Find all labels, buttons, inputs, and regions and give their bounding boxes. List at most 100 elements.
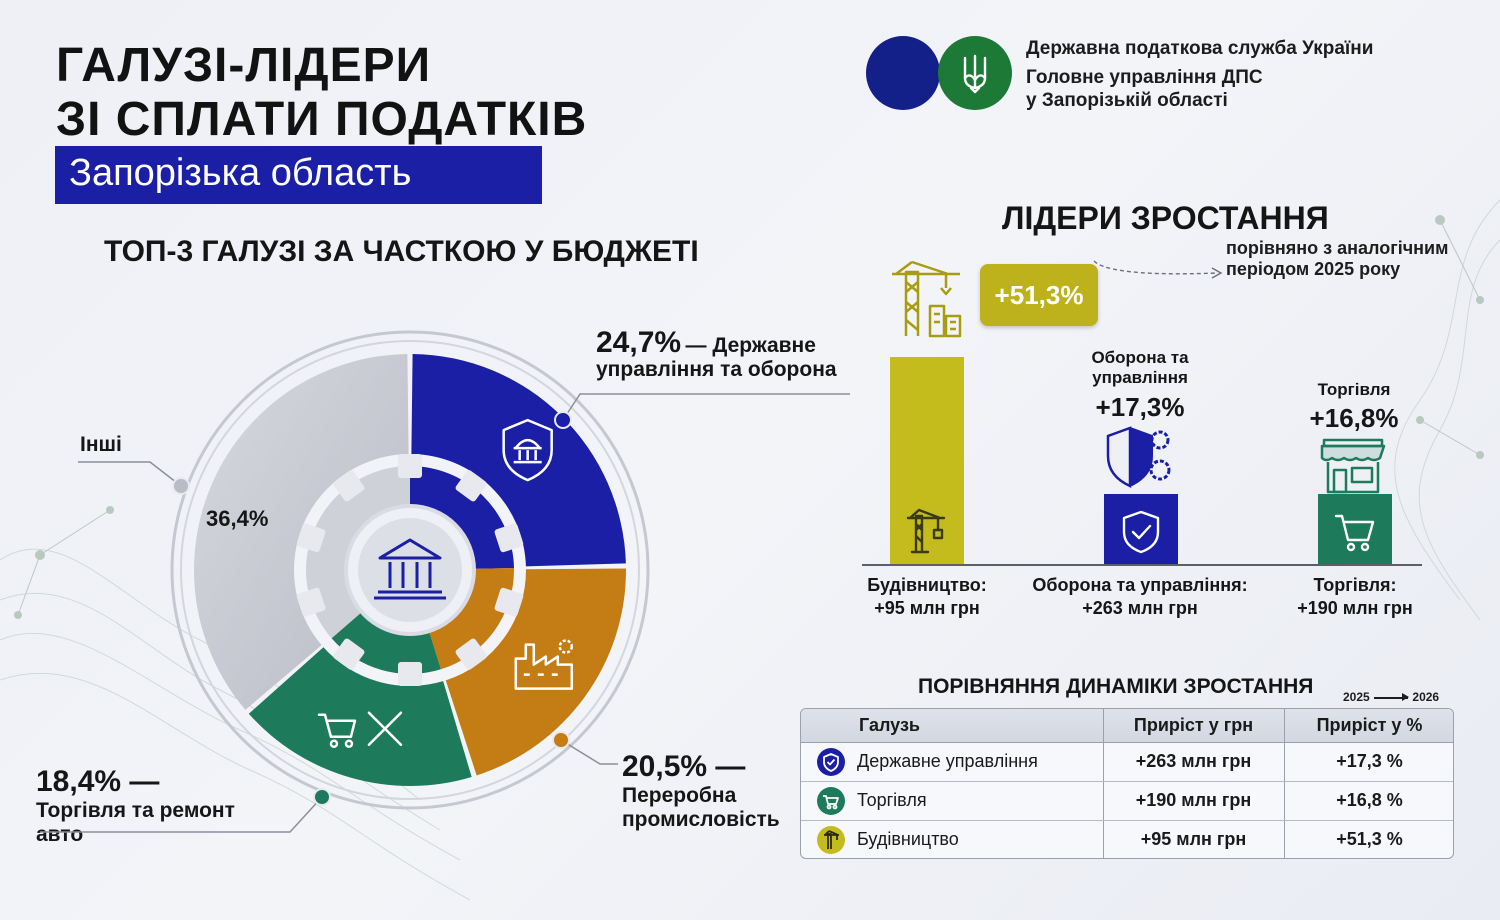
trade-bar-name: Торгівля [1317,380,1391,399]
year-to: 2026 [1412,690,1440,704]
construction-caption: Будівництво: +95 млн грн [852,574,1002,620]
table-year-range: 2025 2026 [1343,690,1439,704]
gear-tooth [398,662,422,686]
table-row: Державне управління +263 млн грн +17,3 % [801,742,1453,781]
logo-green-circle [938,36,1012,110]
trident-icon [963,54,987,94]
defense-bar-name-line1: Оборона та [1091,348,1189,367]
table-divider [1103,709,1104,858]
col-header-industry: Галузь [859,715,920,735]
crane-icon [906,508,946,554]
table-title: ПОРІВНЯННЯ ДИНАМІКИ ЗРОСТАННЯ [918,675,1314,698]
row-growth-grn: +190 млн грн [1135,790,1252,810]
col-header-pct: Приріст у % [1316,715,1423,735]
defense-caption: Оборона та управління: +263 млн грн [1030,574,1250,620]
donut-slice-gov [411,354,626,567]
gear-tooth [296,523,326,553]
gear-tooth [494,587,524,617]
growth-subtitle-line1: порівняно з аналогічним [1226,238,1449,258]
year-arrow [1374,693,1410,702]
trade-caption-line2: +190 млн грн [1297,598,1413,618]
table-divider [1284,709,1285,858]
table-divider [801,742,1453,743]
gear-tooth [296,587,326,617]
construction-growth-badge: +51,3% [980,264,1098,326]
donut-chart [170,330,650,810]
gear-segment-other [306,466,410,639]
table-divider [801,820,1453,821]
trade-share-name-line2: авто [36,823,84,846]
gear-tooth [333,470,365,502]
industry-share-name: Переробна [622,784,737,807]
row-growth-pct: +51,3 % [1336,829,1403,849]
industry-share-label: 20,5% — Переробна промисловість [622,750,780,832]
subtitle-arrow [1093,260,1223,279]
donut-slice-industry [445,568,626,776]
donut-outer-ring [180,340,640,800]
row-growth-pct: +16,8 % [1336,790,1403,810]
defense-growth-value: +17,3% [1095,392,1185,422]
org-region: у Запорізькій області [1026,90,1228,111]
growth-chart-title: ЛІДЕРИ ЗРОСТАННЯ [1002,200,1329,236]
table-row: Будівництво +95 млн грн +51,3 % [801,820,1453,858]
bank-building-icon [374,538,446,600]
col-header-grn: Приріст у грн [1133,715,1254,735]
growth-bar-construction [890,356,964,564]
other-share-name: Інші [80,433,122,456]
gear-tooth [333,638,365,670]
shield-gear-icon [1106,426,1171,488]
construction-caption-line2: +95 млн грн [874,598,980,618]
trade-growth-value: +16,8% [1309,403,1399,433]
shield-check-icon [817,748,845,776]
cart-tools-icon [317,711,403,748]
row-industry-name: Торгівля [857,790,927,810]
growth-comparison-table: Галузь Приріст у грн Приріст у % Державн… [800,708,1454,859]
construction-growth-value: +51,3% [994,280,1084,310]
industry-share-percent: 20,5% — [622,750,746,783]
row-growth-grn: +95 млн грн [1140,829,1247,849]
construction-caption-line1: Будівництво: [867,575,987,595]
trade-caption: Торгівля: +190 млн грн [1280,574,1430,620]
gear-segment-industry [428,568,514,670]
other-share-percent: 36,4% [206,506,269,531]
row-industry-name: Будівництво [857,829,959,849]
cart-icon [817,787,845,815]
row-growth-grn: +263 млн грн [1135,751,1252,771]
growth-chart-subtitle: порівняно з аналогічним періодом 2025 ро… [1226,238,1448,280]
logo-blue-circle [866,36,940,110]
page-title-line1: ГАЛУЗІ-ЛІДЕРИ [56,39,432,92]
defense-caption-line2: +263 млн грн [1082,598,1198,618]
growth-chart-baseline [862,564,1422,566]
shield-check-icon [1122,510,1160,554]
trade-share-percent: 18,4% — [36,765,160,798]
center-disc-inner [358,518,462,622]
region-badge: Запорізька область [55,146,542,204]
growth-bar-defense [1104,494,1178,564]
table-header-row [801,709,1453,742]
gear-tooth [398,454,422,478]
shield-building-icon [502,418,553,482]
gear-tooth [455,638,487,670]
gear-tooth [494,523,524,553]
shop-cart-icon [1334,514,1375,552]
defense-bar-name: Оборона та управління [1078,348,1202,388]
org-department: Головне управління ДПС [1026,67,1263,88]
industry-share-name-line2: промисловість [622,808,780,831]
trade-caption-line1: Торгівля: [1313,575,1397,595]
growth-bar-trade [1318,494,1392,564]
gov-share-name: — Державне [685,334,816,357]
shop-icon [1320,438,1386,494]
donut-outer-ring [170,330,650,810]
crane-building-icon [892,260,962,338]
trade-share-name: Торгівля та ремонт [36,799,235,822]
table-divider [801,781,1453,782]
defense-bar-name-line2: управління [1092,368,1188,387]
trade-share-label: 18,4% — Торгівля та ремонт авто [36,765,235,847]
org-name: Державна податкова служба України [1026,38,1374,59]
donut-slice-trade [248,647,472,786]
defense-caption-line1: Оборона та управління: [1032,575,1248,595]
factory-icon [514,639,574,690]
gov-share-percent: 24,7% [596,326,682,359]
gov-share-label: 24,7% — Державне управління та оборона [596,326,837,382]
